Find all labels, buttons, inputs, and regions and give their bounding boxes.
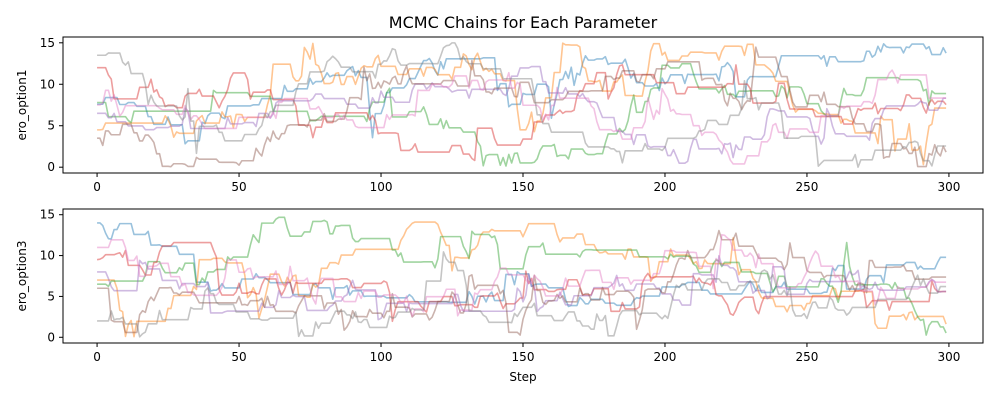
chain-line-8 [97, 251, 947, 338]
x-tick-label: 50 [231, 350, 246, 364]
y-tick-label: 10 [40, 77, 55, 91]
series-layer [96, 216, 947, 338]
chain-line-5 [97, 255, 947, 321]
chain-line-7 [97, 69, 947, 165]
x-tick-label: 150 [512, 350, 535, 364]
x-tick-label: 250 [795, 350, 818, 364]
y-tick-label: 5 [47, 119, 55, 133]
figure-title: MCMC Chains for Each Parameter [389, 13, 658, 32]
x-tick-label: 0 [93, 180, 101, 194]
chain-line-2 [97, 42, 947, 166]
y-tick-label: 10 [40, 249, 55, 263]
y-tick-label: 0 [47, 330, 55, 344]
chain-line-1 [97, 222, 947, 308]
chain-line-6 [97, 229, 947, 336]
x-tick-label: 200 [654, 180, 677, 194]
ticks-layer: 0 50 100 150 200 250 300 0 5 10 15 [40, 36, 961, 194]
chain-line-8 [97, 42, 947, 168]
y-tick-label: 0 [47, 160, 55, 174]
ticks-layer: 0 50 100 150 200 250 300 0 5 10 15 [40, 208, 961, 364]
axes-frame [62, 208, 984, 344]
x-tick-label: 100 [370, 180, 393, 194]
x-tick-label: 200 [654, 350, 677, 364]
x-tick-label: 0 [93, 350, 101, 364]
chain-line-5 [97, 65, 947, 164]
x-axis-label: Step [509, 370, 536, 384]
chain-line-4 [96, 241, 947, 323]
chain-line-3 [97, 62, 947, 167]
chain-line-6 [97, 46, 947, 168]
x-tick-label: 150 [512, 180, 535, 194]
series-layer [97, 42, 947, 168]
y-axis-label: ero_option1 [15, 70, 29, 141]
chart-panel-ero-option3: 0 50 100 150 200 250 300 0 5 10 15 ero_option3 Ste… [15, 208, 984, 384]
x-tick-label: 250 [795, 180, 818, 194]
chain-line-1 [97, 43, 947, 145]
axes-frame [62, 36, 984, 174]
y-tick-label: 5 [47, 289, 55, 303]
chain-line-4 [97, 64, 947, 162]
y-tick-label: 15 [40, 208, 55, 222]
chart-panel-ero-option1: 0 50 100 150 200 250 300 0 5 10 15 ero_option1 [15, 36, 984, 194]
x-tick-label: 50 [231, 180, 246, 194]
y-tick-label: 15 [40, 36, 55, 50]
x-tick-label: 100 [370, 350, 393, 364]
chain-line-7 [97, 233, 947, 318]
x-tick-label: 300 [937, 350, 960, 364]
chain-line-2 [97, 221, 947, 338]
x-tick-label: 300 [937, 180, 960, 194]
chain-line-3 [97, 216, 947, 336]
y-axis-label: ero_option3 [15, 241, 29, 312]
